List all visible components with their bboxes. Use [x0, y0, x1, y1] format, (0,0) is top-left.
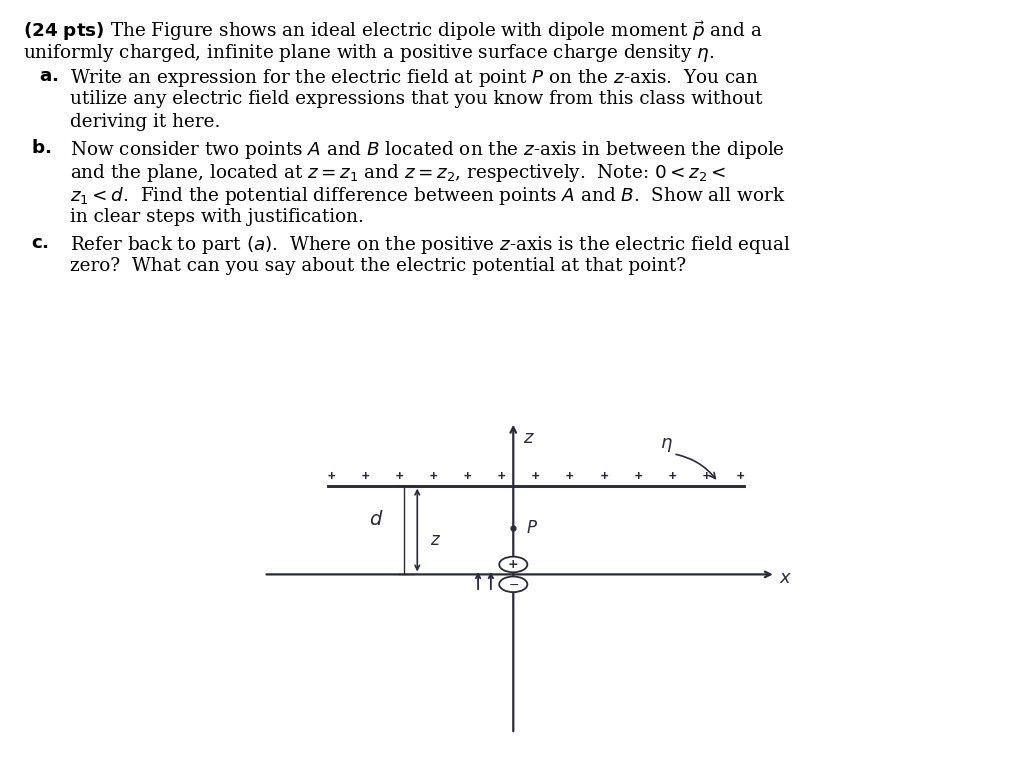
Text: +: + — [702, 470, 710, 483]
Text: $z$: $z$ — [430, 532, 441, 549]
Text: +: + — [634, 470, 642, 483]
Text: +: + — [508, 558, 518, 571]
Text: $z_1 < d$.  Find the potential difference between points $A$ and $B$.  Show all : $z_1 < d$. Find the potential difference… — [70, 185, 785, 207]
Text: +: + — [395, 470, 402, 483]
Text: +: + — [327, 470, 335, 483]
Text: and the plane, located at $z = z_1$ and $z = z_2$, respectively.  Note: $0 < z_2: and the plane, located at $z = z_1$ and … — [70, 162, 726, 184]
Text: Now consider two points $A$ and $B$ located on the $z$-axis in between the dipol: Now consider two points $A$ and $B$ loca… — [70, 139, 784, 161]
Circle shape — [500, 577, 527, 592]
Text: Write an expression for the electric field at point $P$ on the $z$-axis.  You ca: Write an expression for the electric fie… — [70, 67, 759, 89]
Text: +: + — [736, 470, 744, 483]
Text: $z$: $z$ — [523, 429, 535, 447]
Text: utilize any electric field expressions that you know from this class without: utilize any electric field expressions t… — [70, 90, 762, 108]
Text: +: + — [669, 470, 676, 483]
Text: deriving it here.: deriving it here. — [70, 113, 220, 131]
Text: uniformly charged, infinite plane with a positive surface charge density $\eta$.: uniformly charged, infinite plane with a… — [23, 42, 714, 65]
Text: +: + — [498, 470, 505, 483]
Text: $\eta$: $\eta$ — [660, 436, 674, 454]
Text: $\mathbf{c.}$: $\mathbf{c.}$ — [31, 234, 49, 251]
Text: Refer back to part $(a)$.  Where on the positive $z$-axis is the electric field : Refer back to part $(a)$. Where on the p… — [70, 234, 791, 256]
Text: in clear steps with justification.: in clear steps with justification. — [70, 208, 364, 226]
Text: $\mathbf{a.}$: $\mathbf{a.}$ — [39, 67, 58, 85]
Text: +: + — [566, 470, 573, 483]
Text: +: + — [361, 470, 369, 483]
Text: +: + — [531, 470, 540, 483]
Text: +: + — [600, 470, 607, 483]
Text: +: + — [464, 470, 471, 483]
Text: $x$: $x$ — [779, 569, 793, 587]
Circle shape — [500, 557, 527, 572]
Text: $P$: $P$ — [526, 520, 538, 537]
Text: +: + — [429, 470, 437, 483]
Text: $d$: $d$ — [370, 510, 384, 529]
Text: $\mathbf{b.}$: $\mathbf{b.}$ — [31, 139, 51, 157]
Text: zero?  What can you say about the electric potential at that point?: zero? What can you say about the electri… — [70, 257, 686, 274]
Text: $-$: $-$ — [508, 577, 519, 591]
Text: $\mathbf{(24\ pts)}$ The Figure shows an ideal electric dipole with dipole momen: $\mathbf{(24\ pts)}$ The Figure shows an… — [23, 19, 762, 43]
